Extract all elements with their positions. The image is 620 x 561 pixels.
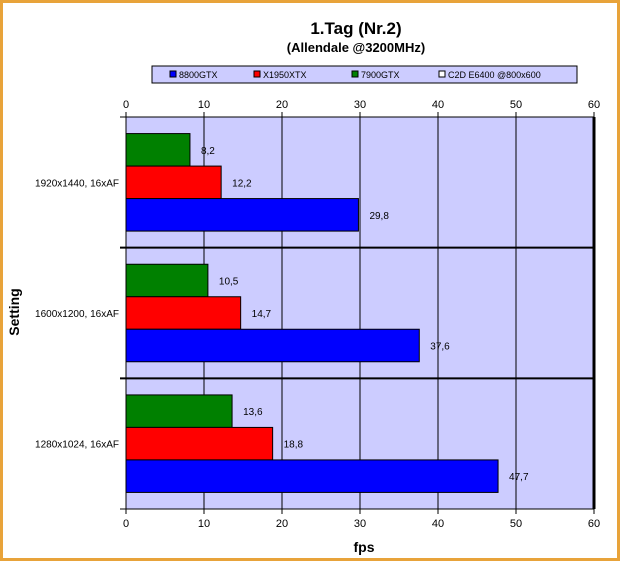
- bar-8800gtx: [125, 198, 359, 232]
- category-label: 1920x1440, 16xAF: [35, 178, 119, 189]
- bar-x1950xtx: [125, 296, 242, 330]
- x-tick-label: 30: [354, 518, 366, 530]
- chart-title: 1.Tag (Nr.2): [310, 19, 401, 38]
- x-tick-label: 60: [588, 99, 600, 111]
- data-label: 8,2: [201, 146, 215, 157]
- bar-x1950xtx: [125, 426, 274, 461]
- x-tick-label: 20: [276, 99, 288, 111]
- bar-7900gtx: [125, 133, 191, 167]
- data-label: 10,5: [219, 277, 239, 288]
- data-label: 18,8: [284, 440, 304, 451]
- x-tick-label: 40: [432, 518, 444, 530]
- legend-label: C2D E6400 @800x600: [448, 70, 541, 80]
- x-tick-label: 20: [276, 518, 288, 530]
- data-label: 37,6: [430, 342, 450, 353]
- y-axis-title: Setting: [6, 288, 22, 335]
- x-tick-label: 40: [432, 99, 444, 111]
- x-tick-label: 10: [198, 99, 210, 111]
- x-tick-label: 50: [510, 518, 522, 530]
- bar-7900gtx: [125, 394, 233, 428]
- x-tick-label: 0: [123, 518, 129, 530]
- legend-box: [151, 65, 578, 84]
- bar-x1950xtx: [125, 165, 222, 200]
- bar-7900gtx: [125, 263, 209, 298]
- x-tick-label: 30: [354, 99, 366, 111]
- category-label: 1600x1200, 16xAF: [35, 309, 119, 320]
- data-label: 47,7: [509, 472, 529, 483]
- bar-8800gtx: [125, 459, 499, 493]
- x-ticks-top: 0 10 20 30 40 50 60: [123, 99, 600, 117]
- data-label: 14,7: [252, 309, 272, 320]
- category-labels: 1920x1440, 16xAF 1600x1200, 16xAF 1280x102…: [35, 178, 119, 450]
- x-axis-title: fps: [354, 539, 375, 555]
- legend-swatch: [169, 70, 177, 78]
- legend-label: X1950XTX: [263, 70, 307, 80]
- x-ticks-bottom: 0 10 20 30 40 50 60: [123, 509, 600, 530]
- x-tick-label: 10: [198, 518, 210, 530]
- legend-label: 8800GTX: [179, 70, 218, 80]
- legend-swatch: [351, 70, 359, 78]
- legend-label: 7900GTX: [361, 70, 400, 80]
- x-tick-label: 60: [588, 518, 600, 530]
- category-label: 1280x1024, 16xAF: [35, 440, 119, 451]
- legend-swatch: [438, 70, 446, 78]
- data-label: 13,6: [243, 407, 263, 418]
- data-label: 29,8: [369, 211, 389, 222]
- chart-subtitle: (Allendale @3200MHz): [287, 40, 425, 55]
- legend: 8800GTX X1950XTX 7900GTX C2D E6400 @800x600: [151, 65, 578, 84]
- data-label: 12,2: [232, 178, 252, 189]
- bar-8800gtx: [125, 328, 420, 363]
- x-tick-label: 0: [123, 99, 129, 111]
- data-labels: 8,2 12,2 29,8 10,5 14,7 37,6 13,6 18,8 47,7: [201, 146, 529, 483]
- legend-swatch: [253, 70, 261, 78]
- x-tick-label: 50: [510, 99, 522, 111]
